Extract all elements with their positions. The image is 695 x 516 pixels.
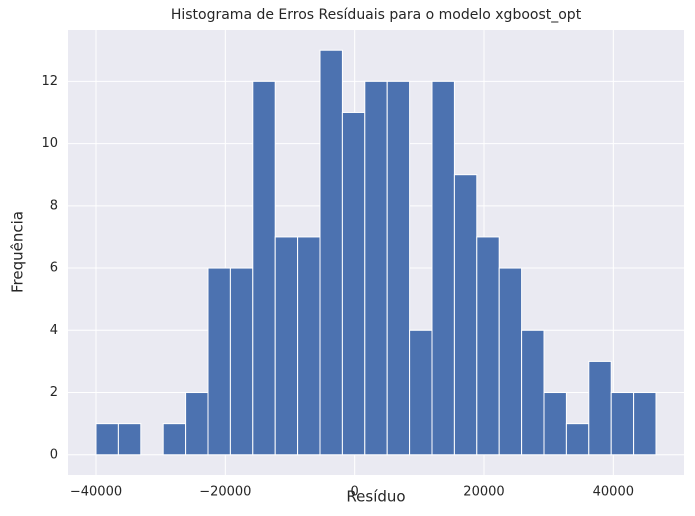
y-tick-label: 2 bbox=[50, 385, 58, 400]
bar bbox=[207, 267, 231, 456]
bar bbox=[610, 392, 635, 456]
bar bbox=[319, 49, 343, 456]
bar bbox=[252, 80, 276, 456]
bar bbox=[117, 423, 142, 456]
bar bbox=[476, 236, 500, 456]
bar bbox=[229, 267, 254, 456]
bar bbox=[498, 267, 523, 456]
bar bbox=[543, 392, 567, 456]
bar bbox=[297, 236, 321, 456]
y-tick-label: 0 bbox=[50, 447, 58, 462]
x-tick-label: −40000 bbox=[70, 485, 122, 500]
bar bbox=[95, 423, 119, 456]
bar bbox=[431, 80, 455, 456]
bar bbox=[274, 236, 299, 456]
x-tick-label: 20000 bbox=[463, 485, 504, 500]
x-tick-label: 0 bbox=[351, 485, 359, 500]
x-tick-label: −20000 bbox=[199, 485, 251, 500]
y-tick-label: 10 bbox=[41, 136, 58, 151]
y-tick-label: 6 bbox=[50, 261, 58, 276]
bar bbox=[633, 392, 657, 456]
bar bbox=[588, 360, 612, 456]
bar bbox=[341, 111, 366, 456]
bar bbox=[162, 423, 187, 456]
chart-title: Histograma de Erros Resíduais para o mod… bbox=[171, 7, 582, 23]
y-tick-label: 8 bbox=[50, 198, 58, 213]
bar bbox=[453, 174, 478, 456]
x-axis-label: Resíduo bbox=[346, 488, 405, 506]
bar bbox=[386, 80, 411, 456]
y-tick-label: 4 bbox=[50, 323, 58, 338]
bar bbox=[185, 392, 209, 456]
x-tick-label: 40000 bbox=[593, 485, 634, 500]
bar bbox=[409, 329, 433, 456]
bar bbox=[565, 423, 590, 456]
bar bbox=[521, 329, 545, 456]
y-axis-label: Frequência bbox=[9, 211, 27, 293]
y-tick-label: 12 bbox=[41, 74, 58, 89]
bar bbox=[364, 80, 388, 456]
